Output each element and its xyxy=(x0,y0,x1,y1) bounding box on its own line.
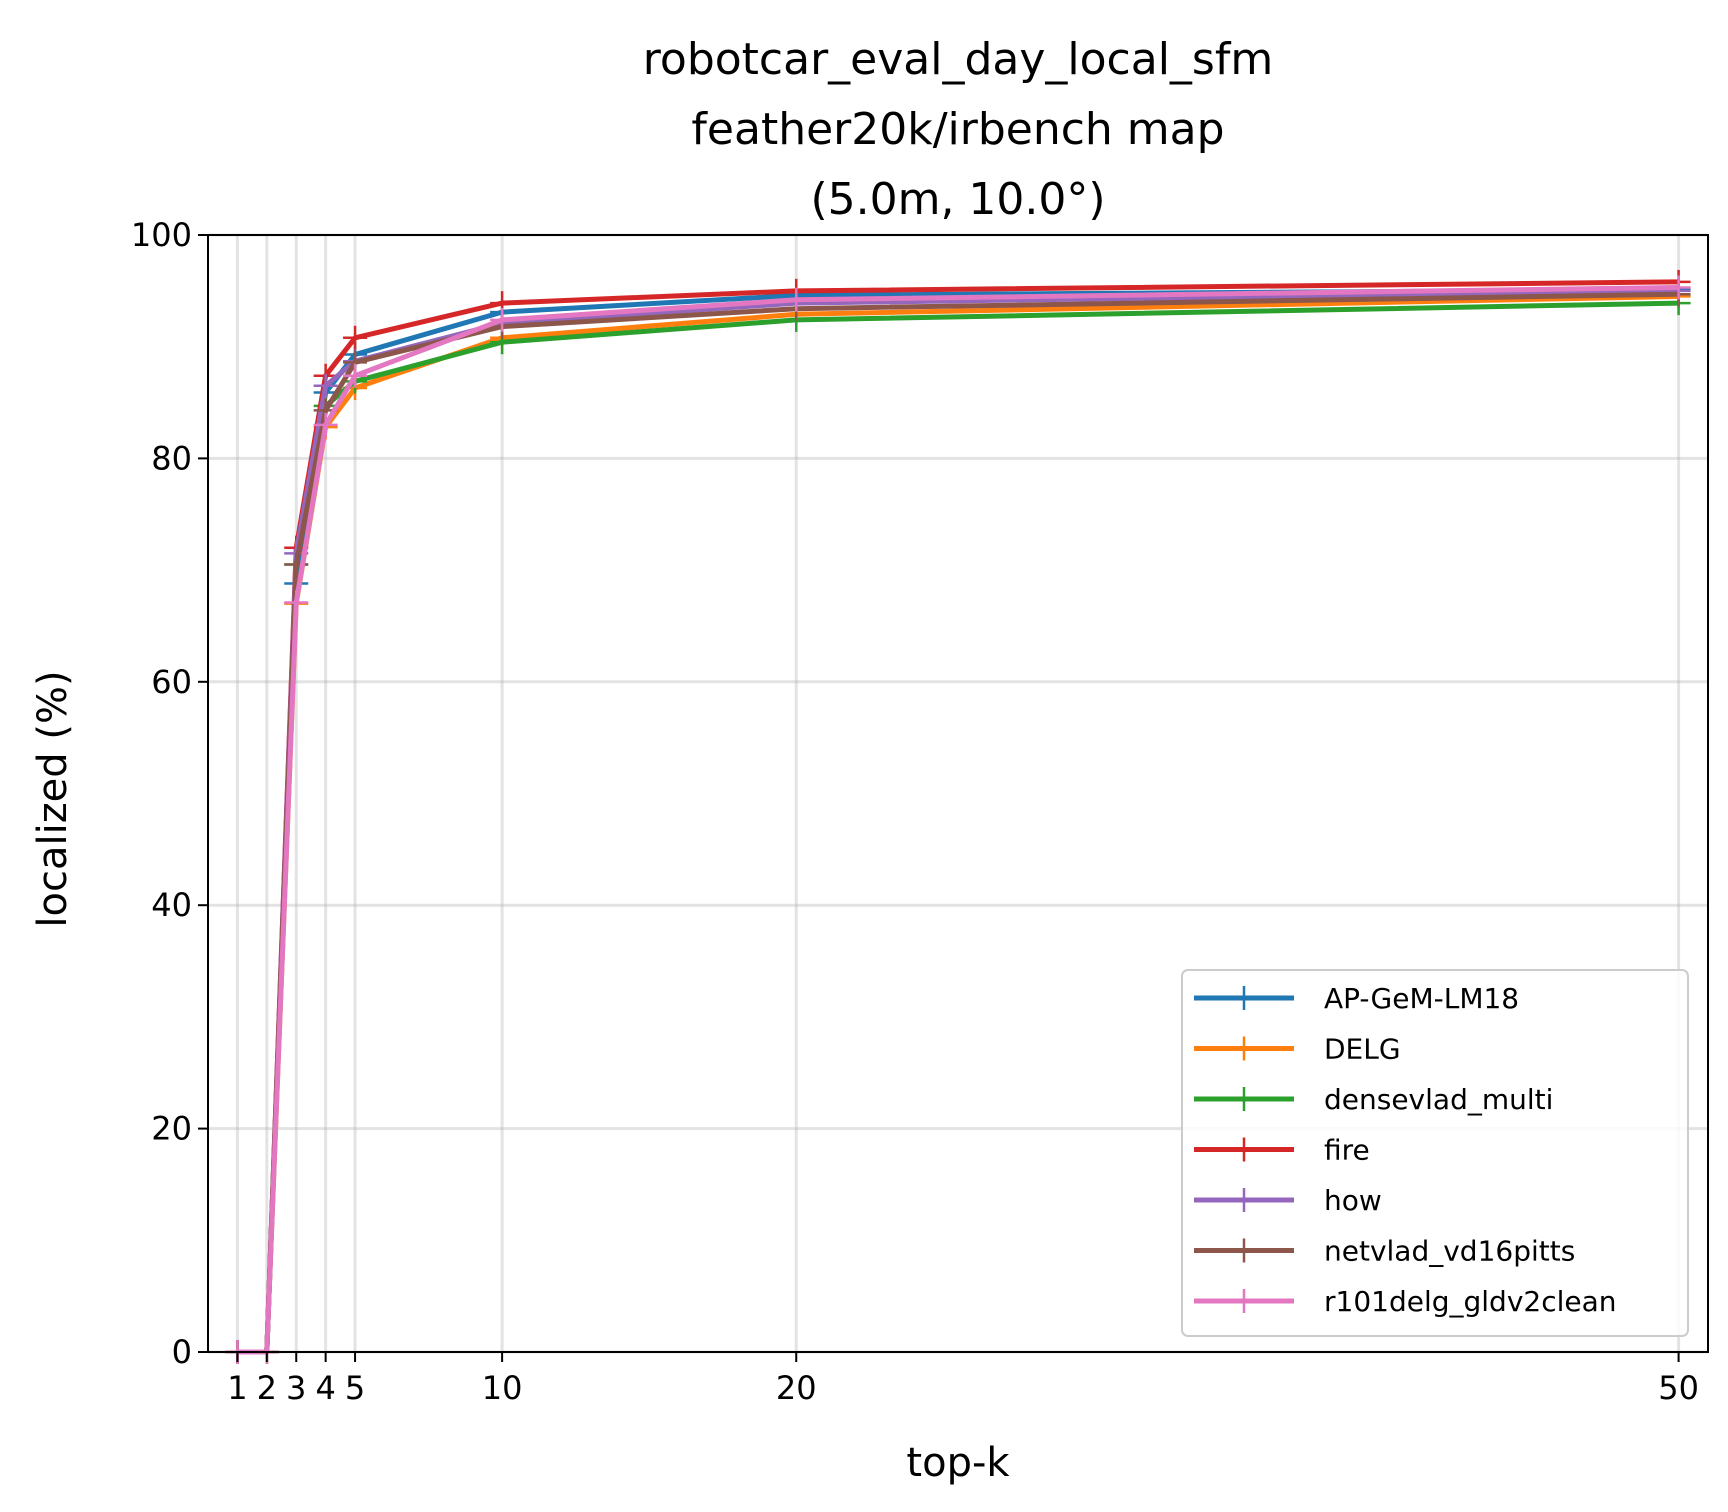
legend-label-densevlad_multi: densevlad_multi xyxy=(1324,1083,1553,1116)
y-tick-label-40: 40 xyxy=(151,886,192,924)
x-tick-label-50: 50 xyxy=(1658,1369,1699,1407)
legend-label-how: how xyxy=(1324,1184,1382,1217)
y-tick-label-80: 80 xyxy=(151,439,192,477)
legend-label-fire: fire xyxy=(1324,1134,1370,1167)
legend-label-DELG: DELG xyxy=(1324,1033,1401,1066)
x-tick-label-2: 2 xyxy=(257,1369,277,1407)
legend-label-netvlad_vd16pitts: netvlad_vd16pitts xyxy=(1324,1235,1575,1268)
chart-title-line-3: (5.0m, 10.0°) xyxy=(810,174,1105,225)
y-tick-label-100: 100 xyxy=(131,216,192,254)
data-point-r101delg_gldv2clean-5 xyxy=(343,363,368,388)
y-tick-label-0: 0 xyxy=(172,1333,192,1371)
legend-item-densevlad_multi: densevlad_multi xyxy=(1194,1083,1553,1116)
data-point-how-4 xyxy=(313,373,338,398)
data-point-r101delg_gldv2clean-10 xyxy=(490,307,515,332)
chart-title-line-1: robotcar_eval_day_local_sfm xyxy=(643,34,1273,85)
x-tick-label-10: 10 xyxy=(482,1369,523,1407)
x-tick-label-20: 20 xyxy=(776,1369,817,1407)
x-tick-label-3: 3 xyxy=(286,1369,306,1407)
data-point-r101delg_gldv2clean-20 xyxy=(784,287,809,312)
legend-item-fire: fire xyxy=(1194,1134,1370,1167)
data-point-fire-5 xyxy=(343,325,368,350)
data-point-r101delg_gldv2clean-3 xyxy=(284,590,309,615)
x-tick-label-1: 1 xyxy=(227,1369,247,1407)
y-tick-label-20: 20 xyxy=(151,1110,192,1148)
y-tick-label-60: 60 xyxy=(151,663,192,701)
series-group xyxy=(225,269,1691,1364)
legend-box xyxy=(1181,969,1689,1337)
legend-item-DELG: DELG xyxy=(1194,1033,1401,1066)
data-point-r101delg_gldv2clean-4 xyxy=(313,412,338,437)
legend-label-AP-GeM-LM18: AP-GeM-LM18 xyxy=(1324,982,1519,1015)
x-tick-label-5: 5 xyxy=(345,1369,365,1407)
plot-frame xyxy=(207,234,1709,1353)
data-point-r101delg_gldv2clean-50 xyxy=(1666,275,1691,300)
axis-ticks: 0 20 40 60 80 100 1 2 3 4 5 10 20 50 xyxy=(131,216,1699,1407)
legend-item-how: how xyxy=(1194,1184,1382,1217)
legend-item-r101delg_gldv2clean: r101delg_gldv2clean xyxy=(1194,1285,1617,1318)
y-axis-label: localized (%) xyxy=(30,670,76,927)
legend-item-AP-GeM-LM18: AP-GeM-LM18 xyxy=(1194,982,1519,1015)
chart-title-line-2: feather20k/irbench map xyxy=(691,104,1224,155)
legend-item-netvlad_vd16pitts: netvlad_vd16pitts xyxy=(1194,1235,1575,1268)
legend-label-r101delg_gldv2clean: r101delg_gldv2clean xyxy=(1324,1285,1617,1318)
series-line-r101delg_gldv2clean xyxy=(237,285,1679,1355)
x-axis-label: top-k xyxy=(906,1440,1010,1486)
x-tick-label-4: 4 xyxy=(315,1369,335,1407)
